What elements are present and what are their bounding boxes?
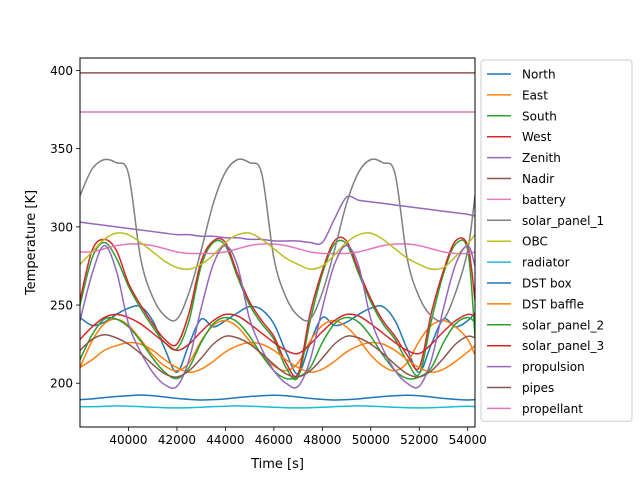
y-tick-label: 200	[50, 377, 73, 391]
legend-label: North	[522, 68, 556, 82]
series-line-dst-box	[80, 394, 475, 401]
series-line-dst-baffle	[80, 341, 475, 374]
legend-label: battery	[522, 193, 566, 207]
series-line-obc	[80, 232, 475, 271]
x-axis: 40000 42000 44000 46000 48000 50000 52000 54000	[109, 427, 487, 447]
legend-label: solar_panel_1	[522, 214, 604, 228]
legend-label: East	[522, 88, 548, 102]
y-tick-label: 250	[50, 299, 73, 313]
series-line-solar-panel-3	[80, 313, 475, 355]
y-axis-label: Temperature [K]	[24, 190, 39, 296]
legend: North East South West Zenith Nadir battery sola…	[480, 59, 633, 422]
series-line-battery	[80, 243, 475, 255]
legend-label: propellant	[522, 402, 583, 416]
series-line-pipes	[80, 333, 475, 378]
legend-label: pipes	[522, 381, 554, 395]
legend-label: DST box	[522, 277, 572, 291]
x-tick-label: 54000	[449, 433, 487, 447]
legend-label: propulsion	[522, 360, 585, 374]
y-axis: 200 250 300 350 400	[50, 64, 80, 391]
x-tick-label: 46000	[255, 433, 293, 447]
series-line-solar-panel-2	[80, 316, 475, 380]
y-tick-label: 300	[50, 220, 73, 234]
series-line-south	[80, 239, 475, 381]
series-line-west	[80, 236, 475, 378]
x-tick-label: 40000	[109, 433, 147, 447]
legend-label: West	[522, 130, 552, 144]
series-line-zenith	[80, 195, 475, 246]
legend-label: DST baffle	[522, 297, 584, 311]
legend-label: radiator	[522, 256, 570, 270]
x-tick-label: 50000	[352, 433, 390, 447]
series-line-solar-panel-1	[80, 158, 475, 322]
legend-label: solar_panel_3	[522, 339, 604, 353]
y-tick-label: 350	[50, 142, 73, 156]
x-tick-label: 42000	[158, 433, 196, 447]
legend-label: South	[522, 109, 557, 123]
legend-box	[480, 59, 633, 422]
x-tick-label: 48000	[303, 433, 341, 447]
x-tick-label: 44000	[206, 433, 244, 447]
series-line-radiator	[80, 405, 475, 409]
legend-label: solar_panel_2	[522, 318, 604, 332]
x-axis-label: Time [s]	[250, 457, 304, 472]
legend-label: Zenith	[522, 151, 561, 165]
series-layer	[80, 72, 475, 409]
series-line-propulsion	[80, 244, 475, 390]
y-tick-label: 400	[50, 64, 73, 78]
legend-label: Nadir	[522, 172, 554, 186]
plot-frame	[79, 57, 476, 428]
legend-label: OBC	[522, 235, 548, 249]
x-tick-label: 52000	[400, 433, 438, 447]
